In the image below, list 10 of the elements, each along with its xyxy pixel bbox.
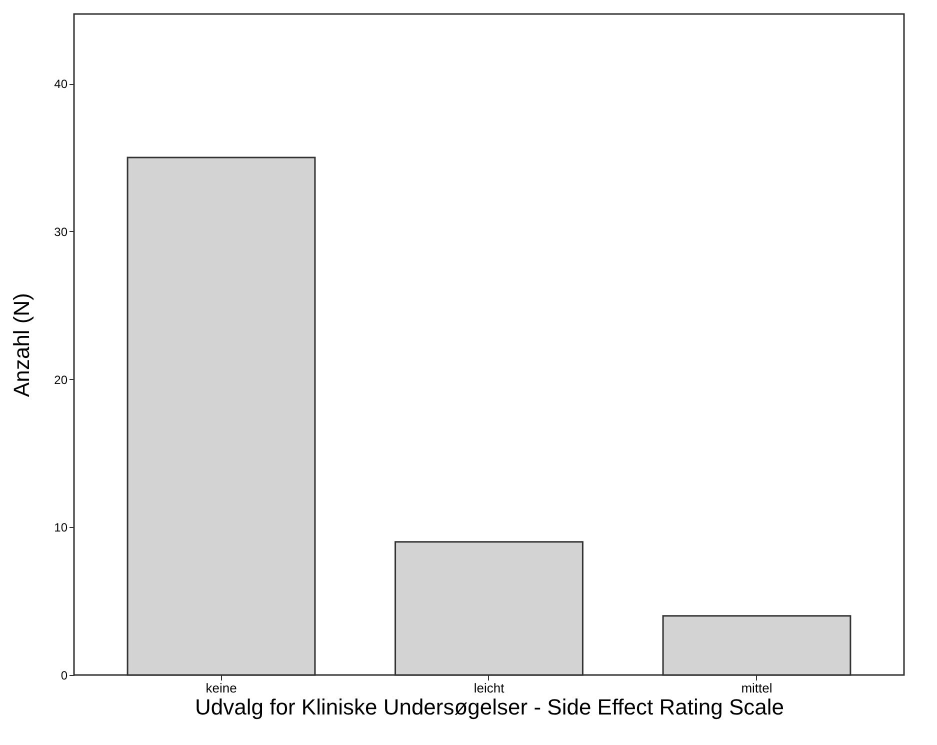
x-tick-label: keine — [206, 680, 237, 696]
y-tick-label: 10 — [54, 520, 68, 535]
y-tick-label: 20 — [54, 372, 68, 387]
x-axis-title: Udvalg for Kliniske Undersøgelser - Side Effect Rating Scale — [195, 694, 784, 720]
y-tick-label: 30 — [54, 224, 68, 239]
x-tick-label: leicht — [474, 680, 505, 696]
y-axis-title: Anzahl (N) — [9, 293, 34, 397]
x-tick-label: mittel — [741, 680, 772, 696]
y-tick-label: 40 — [54, 77, 68, 91]
y-tick-label: 0 — [60, 668, 68, 682]
